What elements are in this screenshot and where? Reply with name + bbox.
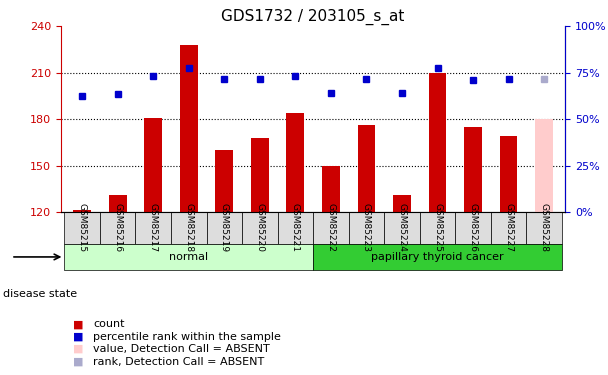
Bar: [171, 212, 207, 244]
Bar: [313, 212, 348, 244]
Bar: [348, 212, 384, 244]
Bar: [109, 195, 126, 212]
Bar: [144, 117, 162, 212]
Bar: [100, 212, 136, 244]
Bar: [64, 212, 100, 244]
Text: ■: ■: [73, 320, 83, 329]
Bar: [491, 212, 527, 244]
Bar: [73, 210, 91, 212]
Title: GDS1732 / 203105_s_at: GDS1732 / 203105_s_at: [221, 9, 405, 25]
Text: percentile rank within the sample: percentile rank within the sample: [93, 332, 281, 342]
Bar: [180, 45, 198, 212]
Bar: [207, 212, 242, 244]
Bar: [455, 212, 491, 244]
Bar: [393, 195, 411, 212]
Text: ■: ■: [73, 332, 83, 342]
Bar: [527, 212, 562, 244]
Text: papillary thyroid cancer: papillary thyroid cancer: [371, 252, 504, 262]
Bar: [384, 212, 420, 244]
Bar: [500, 136, 517, 212]
Text: count: count: [93, 320, 125, 329]
Text: GSM85220: GSM85220: [255, 203, 264, 252]
Bar: [420, 212, 455, 244]
Text: ■: ■: [73, 344, 83, 354]
Bar: [136, 212, 171, 244]
Text: ■: ■: [73, 357, 83, 366]
Bar: [286, 113, 304, 212]
Text: GSM85222: GSM85222: [326, 204, 336, 252]
Text: GSM85226: GSM85226: [469, 203, 477, 252]
Text: GSM85223: GSM85223: [362, 203, 371, 252]
Text: disease state: disease state: [3, 290, 77, 299]
Text: GSM85218: GSM85218: [184, 203, 193, 252]
Bar: [64, 244, 313, 270]
Text: GSM85224: GSM85224: [398, 204, 407, 252]
Bar: [215, 150, 233, 212]
Bar: [535, 119, 553, 212]
Text: rank, Detection Call = ABSENT: rank, Detection Call = ABSENT: [93, 357, 264, 366]
Text: GSM85217: GSM85217: [149, 203, 157, 252]
Bar: [251, 138, 269, 212]
Text: GSM85225: GSM85225: [433, 203, 442, 252]
Text: GSM85221: GSM85221: [291, 203, 300, 252]
Text: value, Detection Call = ABSENT: value, Detection Call = ABSENT: [93, 344, 270, 354]
Bar: [313, 244, 562, 270]
Text: GSM85227: GSM85227: [504, 203, 513, 252]
Bar: [429, 73, 446, 212]
Text: GSM85216: GSM85216: [113, 203, 122, 252]
Text: GSM85228: GSM85228: [540, 203, 548, 252]
Bar: [358, 125, 375, 212]
Text: normal: normal: [169, 252, 209, 262]
Text: GSM85219: GSM85219: [219, 203, 229, 252]
Bar: [278, 212, 313, 244]
Bar: [464, 127, 482, 212]
Bar: [322, 165, 340, 212]
Text: GSM85215: GSM85215: [78, 203, 86, 252]
Bar: [242, 212, 278, 244]
